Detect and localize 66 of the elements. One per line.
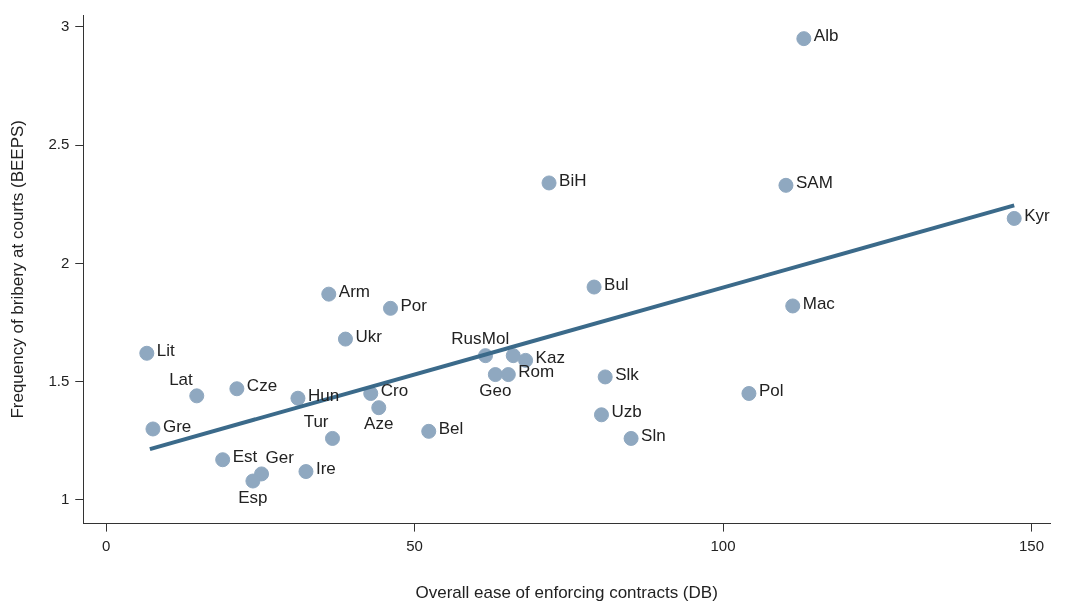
point	[145, 421, 161, 437]
annotation: Bel	[438, 419, 464, 439]
point	[290, 390, 306, 406]
point	[245, 473, 261, 489]
annotation: Est	[232, 447, 258, 467]
x-axis-title: Overall ease of enforcing contracts (DB)	[415, 583, 718, 603]
annotation: Slk	[615, 364, 640, 384]
annotation: BiH	[559, 170, 587, 190]
annotation: Arm	[338, 281, 370, 301]
point	[623, 430, 639, 446]
x-tick-label: 50	[406, 536, 423, 554]
annotation: Aze	[364, 414, 394, 434]
annotation: Kyr	[1024, 206, 1051, 226]
annotation: Mol	[481, 329, 510, 349]
annotation: Bul	[604, 274, 629, 294]
point	[371, 400, 387, 416]
annotation: Lat	[169, 369, 194, 389]
annotation: Cze	[246, 376, 278, 396]
annotation: Sln	[641, 426, 666, 446]
point	[500, 367, 516, 383]
y-tick-label: 3	[60, 16, 70, 34]
annotation: SAM	[795, 173, 833, 193]
annotation: Ire	[315, 459, 336, 479]
point	[321, 286, 337, 302]
annotation: Alb	[813, 26, 839, 46]
y-tick-label: 2	[60, 253, 70, 271]
x-tick-label: 150	[1018, 536, 1045, 554]
annotation: Esp	[238, 487, 268, 507]
point	[337, 331, 353, 347]
point	[325, 430, 340, 446]
point	[1006, 210, 1022, 226]
point	[139, 345, 155, 361]
annotation: Mac	[802, 293, 836, 313]
x-tick-label: 0	[101, 536, 111, 554]
point	[298, 464, 314, 480]
point	[189, 388, 205, 404]
annotation: Tur	[303, 412, 329, 432]
annotation: Gre	[162, 416, 192, 436]
annotation: Uzb	[611, 402, 642, 422]
point	[796, 31, 812, 47]
y-tick-label: 1.5	[48, 371, 70, 389]
point	[597, 369, 613, 385]
point	[778, 177, 794, 193]
annotation: Ger	[265, 447, 295, 467]
point	[382, 300, 398, 316]
annotation: Geo	[479, 381, 512, 401]
point	[229, 381, 245, 397]
annotation: Por	[400, 296, 428, 316]
annotation: Rus	[451, 329, 482, 349]
annotation: Lit	[156, 340, 176, 360]
point	[741, 385, 757, 401]
y-tick-label: 2.5	[48, 135, 70, 153]
point	[586, 279, 602, 295]
point	[785, 298, 801, 314]
point	[215, 452, 231, 468]
x-tick-label: 100	[710, 536, 736, 554]
y-axis-title: Frequency of bribery at courts (BEEPS)	[7, 120, 27, 419]
annotation: Cro	[380, 381, 409, 401]
annotation: Ukr	[355, 326, 383, 346]
point	[593, 407, 609, 423]
point	[421, 423, 437, 439]
y-tick-label: 1	[60, 490, 70, 508]
point	[505, 348, 521, 364]
point	[541, 175, 557, 191]
annotation: Pol	[758, 381, 784, 401]
point	[487, 367, 503, 383]
